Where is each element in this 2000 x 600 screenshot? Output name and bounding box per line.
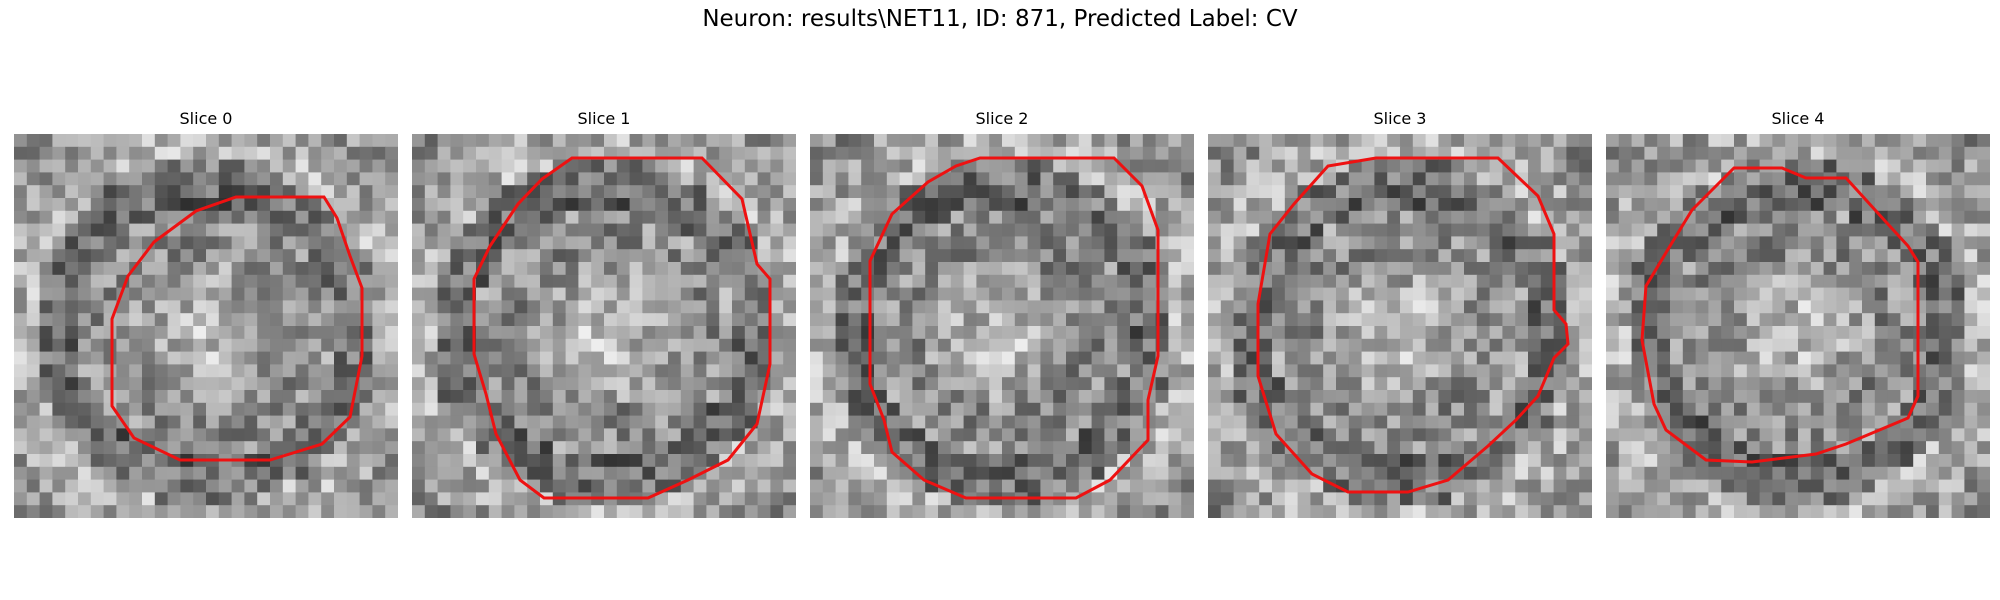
outline-contour-1: [472, 156, 772, 500]
slice-panel-1: Slice 1: [412, 108, 796, 518]
slice-image-3: [1208, 134, 1592, 518]
slice-image-1: [412, 134, 796, 518]
slice-panel-0: Slice 0: [14, 108, 398, 518]
pixel-grid-1: [412, 134, 796, 518]
slice-title-4: Slice 4: [1771, 109, 1825, 128]
slice-panel-2: Slice 2: [810, 108, 1194, 518]
slice-image-0: [14, 134, 398, 518]
outline-contour-3: [1256, 156, 1570, 494]
outline-contour-4: [1640, 166, 1920, 464]
slice-title-3: Slice 3: [1373, 109, 1427, 128]
slice-panel-3: Slice 3: [1208, 108, 1592, 518]
slice-image-2: [810, 134, 1194, 518]
pixel-grid-3: [1208, 134, 1592, 518]
slice-title-0: Slice 0: [179, 109, 233, 128]
figure-title: Neuron: results\NET11, ID: 871, Predicte…: [702, 6, 1298, 32]
slice-title-2: Slice 2: [975, 109, 1029, 128]
pixel-grid-0: [14, 134, 398, 518]
outline-contour-0: [110, 195, 364, 462]
slice-panel-4: Slice 4: [1606, 108, 1990, 518]
pixel-grid-4: [1606, 134, 1990, 518]
slice-title-1: Slice 1: [577, 109, 631, 128]
pixel-grid-2: [810, 134, 1194, 518]
slice-image-4: [1606, 134, 1990, 518]
outline-contour-2: [868, 156, 1160, 500]
